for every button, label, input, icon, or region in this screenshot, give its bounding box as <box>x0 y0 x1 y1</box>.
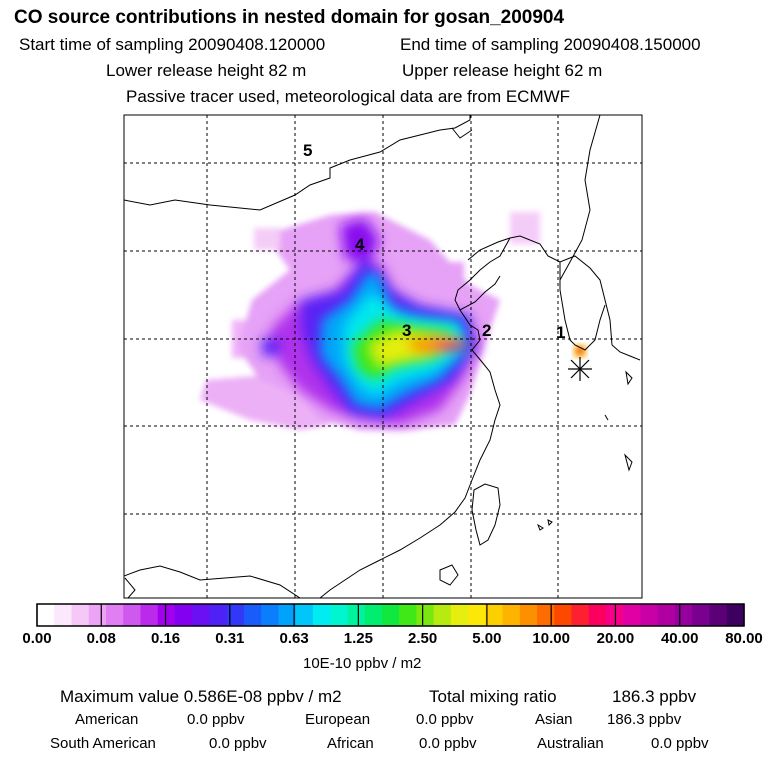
colorbar-tick-label: 0.16 <box>150 630 181 647</box>
colorbar-cell <box>399 604 417 626</box>
colorbar-cell <box>450 604 469 626</box>
region-label-4: 4 <box>355 235 365 254</box>
colorbar-tick-label: 0.63 <box>279 630 309 647</box>
colorbar-cell <box>295 604 314 626</box>
colorbar-cell <box>554 604 573 626</box>
colorbar-cell <box>588 604 607 626</box>
colorbar-cell <box>709 604 728 626</box>
colorbar-tick-label: 0.08 <box>86 630 116 647</box>
start-time-label: Start time of sampling 20090408.120000 <box>19 35 326 54</box>
colorbar-cell <box>54 604 73 626</box>
australian-value: 0.0 ppbv <box>651 735 709 752</box>
lower-release-label: Lower release height 82 m <box>106 61 307 80</box>
colorbar-cell <box>485 604 504 626</box>
colorbar-ticks <box>36 604 745 626</box>
colorbar-cell <box>140 604 159 626</box>
colorbar-tick-label: 20.00 <box>596 630 635 647</box>
concentration-field <box>200 212 586 430</box>
colorbar-tick-label: 0.00 <box>22 630 52 647</box>
colorbar-cell <box>657 604 676 626</box>
colorbar-cell <box>726 604 745 626</box>
colorbar-cell <box>364 604 383 626</box>
region-label-2: 2 <box>482 321 491 340</box>
colorbar-unit: 10E-10 ppbv / m2 <box>303 655 422 672</box>
colorbar-cell <box>537 604 555 626</box>
colorbar <box>37 604 745 626</box>
region-label-5: 5 <box>303 141 312 160</box>
colorbar-cell <box>71 604 90 626</box>
south-american-label: South American <box>50 735 156 752</box>
asterisk-icon <box>568 357 592 381</box>
colorbar-cell <box>88 604 107 626</box>
colorbar-tick-label: 0.31 <box>215 630 245 647</box>
data-source-note: Passive tracer used, meteorological data… <box>126 87 571 106</box>
colorbar-cell <box>209 604 228 626</box>
colorbar-tick-label: 1.25 <box>343 630 373 647</box>
colorbar-cell <box>243 604 262 626</box>
colorbar-cell <box>192 604 211 626</box>
south-american-value: 0.0 ppbv <box>209 735 267 752</box>
american-label: American <box>75 711 139 728</box>
colorbar-cell <box>312 604 331 626</box>
colorbar-cell <box>433 604 452 626</box>
colorbar-cell <box>519 604 538 626</box>
colorbar-tick-label: 80.00 <box>725 630 763 647</box>
coastlines <box>124 115 641 598</box>
maximum-value: Maximum value 0.586E-08 ppbv / m2 <box>60 687 342 706</box>
upper-release-label: Upper release height 62 m <box>402 61 603 80</box>
colorbar-cell <box>416 604 435 626</box>
colorbar-cell <box>347 604 366 626</box>
total-mixing-ratio-value: 186.3 ppbv <box>612 687 697 706</box>
colorbar-cell <box>174 604 193 626</box>
colorbar-cell <box>37 604 55 626</box>
colorbar-cell <box>571 604 590 626</box>
map-panel: 1 2 3 4 5 <box>124 115 642 598</box>
region-label-1: 1 <box>556 323 565 342</box>
plot-title: CO source contributions in nested domain… <box>14 7 565 28</box>
colorbar-cell <box>381 604 400 626</box>
colorbar-cell <box>157 604 176 626</box>
colorbar-cell <box>123 604 142 626</box>
asian-label: Asian <box>535 711 573 728</box>
colorbar-cell <box>675 604 693 626</box>
colorbar-tick-label: 10.00 <box>532 630 570 647</box>
colorbar-cell <box>226 604 245 626</box>
total-mixing-ratio-label: Total mixing ratio <box>429 687 557 706</box>
colorbar-cell <box>278 604 297 626</box>
african-label: African <box>327 735 374 752</box>
colorbar-cell <box>692 604 711 626</box>
colorbar-cell <box>640 604 659 626</box>
colorbar-cell <box>261 604 280 626</box>
asian-value: 186.3 ppbv <box>607 711 682 728</box>
colorbar-cell <box>468 604 486 626</box>
region-label-3: 3 <box>402 321 411 340</box>
end-time-label: End time of sampling 20090408.150000 <box>400 35 701 54</box>
colorbar-cell <box>502 604 521 626</box>
european-value: 0.0 ppbv <box>416 711 474 728</box>
colorbar-cell <box>330 604 348 626</box>
australian-label: Australian <box>537 735 604 752</box>
colorbar-cell <box>105 604 124 626</box>
graticule <box>124 115 642 598</box>
american-value: 0.0 ppbv <box>187 711 245 728</box>
colorbar-tick-label: 40.00 <box>660 630 699 647</box>
african-value: 0.0 ppbv <box>419 735 477 752</box>
colorbar-tick-label: 5.00 <box>472 630 502 647</box>
colorbar-cell <box>623 604 642 626</box>
map-frame <box>123 114 643 599</box>
colorbar-tick-label: 2.50 <box>408 630 438 647</box>
european-label: European <box>305 711 371 728</box>
